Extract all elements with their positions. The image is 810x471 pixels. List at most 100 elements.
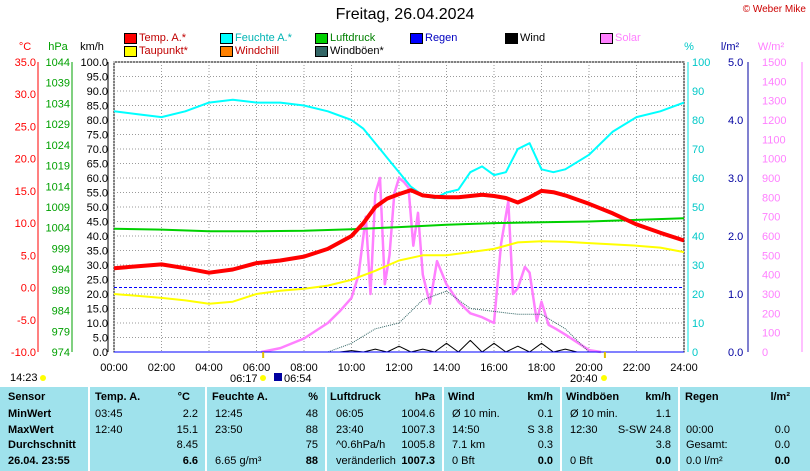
kmh-tick-label: 50.0 <box>87 202 108 214</box>
legend-swatch <box>315 33 328 44</box>
kmh-tick-label: 85.0 <box>87 101 108 113</box>
table-cell: 48 <box>305 408 318 420</box>
table-cell: 12:30 <box>570 423 598 436</box>
table-cell: 88 <box>305 454 318 467</box>
table-cell: 14:50 <box>452 423 480 436</box>
legend-label: Luftdruck <box>330 32 376 44</box>
table-cell: 0.0 <box>537 454 553 467</box>
kmh-tick-label: 60.0 <box>87 173 108 185</box>
time-tick-label: 08:00 <box>290 362 318 374</box>
rain-axis-unit: l/m² <box>721 41 740 53</box>
time-tick-label: 16:00 <box>480 362 508 374</box>
time-tick-label: 10:00 <box>338 362 366 374</box>
rain-tick-label: 0.0 <box>728 347 743 359</box>
table-divider <box>88 387 90 471</box>
legend-swatch <box>410 33 423 44</box>
hpa-axis-unit: hPa <box>48 41 68 53</box>
hpa-tick-label: 1019 <box>46 161 70 173</box>
kmh-tick-label: 0.0 <box>93 347 108 359</box>
pct-tick-label: 30 <box>692 260 704 272</box>
table-cell: 00:00 <box>686 423 714 436</box>
temp-tick-label: 5.0 <box>21 250 36 262</box>
table-header: % <box>308 391 318 403</box>
table-cell: 23:40 <box>336 423 364 436</box>
table-cell: 0.0 <box>774 439 790 451</box>
weather-chart: 35.0 30.0 25.0 20.0 15.0 10.0 5.0 0.0 -5.0 -10.0 1… <box>10 41 803 385</box>
legend-swatch <box>124 46 137 57</box>
table-cell: 88 <box>305 423 318 436</box>
table-cell: 0.0 <box>774 454 790 467</box>
kmh-tick-label: 25.0 <box>87 275 108 287</box>
legend-label: Windchill <box>235 45 280 57</box>
table-cell: 0 Bft <box>570 454 593 467</box>
pct-tick-label: 60 <box>692 173 704 185</box>
table-cell: 6.65 g/m³ <box>215 454 262 467</box>
temp-tick-label: 10.0 <box>15 218 36 230</box>
kmh-tick-label: 95.0 <box>87 72 108 84</box>
table-header: Wind <box>448 391 475 403</box>
table-divider <box>442 387 444 471</box>
credit-label[interactable]: © Weber Mike <box>742 4 806 15</box>
solar-tick-label: 1400 <box>762 76 786 88</box>
pct-tick-label: 20 <box>692 289 704 301</box>
table-row-label: MinWert <box>8 408 52 420</box>
chart-title: Freitag, 26.04.2024 <box>335 6 475 23</box>
solar-tick-label: 100 <box>762 328 780 340</box>
pct-tick-label: 90 <box>692 86 704 98</box>
legend-swatch <box>315 46 328 57</box>
temp-tick-label: 30.0 <box>15 89 36 101</box>
kmh-tick-label: 10.0 <box>87 318 108 330</box>
hpa-tick-label: 1044 <box>46 57 70 69</box>
time-tick-label: 06:00 <box>243 362 271 374</box>
table-header: Regen <box>685 391 719 403</box>
table-cell: 2.2 <box>182 408 198 420</box>
solar-tick-label: 700 <box>762 212 780 224</box>
series-line-solar <box>261 176 602 354</box>
table-divider <box>205 387 207 471</box>
legend-label: Temp. A.* <box>139 32 187 44</box>
hpa-tick-label: 1034 <box>46 98 70 110</box>
sunrise-label: 06:17 <box>230 373 258 385</box>
hpa-tick-label: 999 <box>52 243 70 255</box>
solar-tick-label: 200 <box>762 308 780 320</box>
kmh-tick-label: 65.0 <box>87 159 108 171</box>
kmh-tick-label: 20.0 <box>87 289 108 301</box>
now-time-label: 14:23 <box>10 372 38 384</box>
solar-tick-label: 800 <box>762 192 780 204</box>
pct-tick-label: 10 <box>692 318 704 330</box>
series-line-windb-en <box>114 290 684 353</box>
solar-tick-label: 300 <box>762 289 780 301</box>
pct-axis-unit: % <box>684 41 694 53</box>
time-tick-label: 18:00 <box>528 362 556 374</box>
time-tick-label: 12:00 <box>385 362 413 374</box>
table-cell: 03:45 <box>95 408 123 420</box>
table-header: °C <box>177 391 190 403</box>
solar-tick-label: 1500 <box>762 57 786 69</box>
legend-swatch <box>220 33 233 44</box>
rain-tick-label: 1.0 <box>728 289 743 301</box>
kmh-tick-label: 90.0 <box>87 86 108 98</box>
time-tick-label: 20:00 <box>575 362 603 374</box>
table-cell: Ø 10 min. <box>570 408 618 420</box>
table-row-label: MaxWert <box>8 423 54 436</box>
moonrise-label: 06:54 <box>284 373 312 385</box>
pct-tick-label: 80 <box>692 115 704 127</box>
table-header: km/h <box>645 391 671 403</box>
kmh-tick-label: 80.0 <box>87 115 108 127</box>
table-cell: 1007.3 <box>401 454 435 467</box>
temp-tick-label: 35.0 <box>15 57 36 69</box>
table-cell: veränderlich <box>336 454 396 467</box>
rain-tick-label: 5.0 <box>728 57 743 69</box>
table-header: Feuchte A. <box>212 391 268 403</box>
sunset-label: 20:40 <box>570 373 598 385</box>
temp-tick-label: -5.0 <box>17 315 36 327</box>
legend-label: Wind <box>520 32 546 44</box>
table-cell: 0.3 <box>537 439 553 451</box>
kmh-tick-label: 35.0 <box>87 246 108 258</box>
table-cell: 0 Bft <box>452 454 475 467</box>
hpa-tick-label: 974 <box>52 347 70 359</box>
table-cell: 1007.3 <box>401 423 435 436</box>
pct-tick-label: 100 <box>692 57 710 69</box>
pct-tick-label: 50 <box>692 202 704 214</box>
table-cell: ^0.6hPa/h <box>336 439 386 451</box>
